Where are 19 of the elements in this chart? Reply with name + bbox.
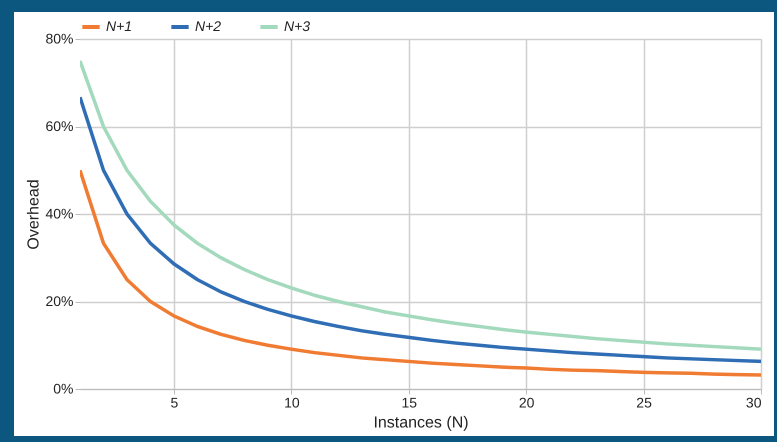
y-tick-label: 0% xyxy=(53,380,74,396)
x-tick-label: 15 xyxy=(401,394,418,410)
x-tick-label: 5 xyxy=(170,394,179,410)
x-tick-label: 25 xyxy=(636,394,652,410)
x-axis-title: Instances (N) xyxy=(373,414,469,432)
x-tick-label: 30 xyxy=(746,394,762,410)
x-tick-label: 20 xyxy=(518,394,535,410)
legend-label: N+3 xyxy=(284,18,310,34)
y-tick-label: 40% xyxy=(45,206,74,222)
line-series xyxy=(80,95,761,364)
line-series xyxy=(80,59,761,351)
x-tick-label: 10 xyxy=(284,394,300,410)
line-series xyxy=(80,168,761,377)
y-tick-label: 20% xyxy=(45,293,74,309)
y-tick-label: 60% xyxy=(45,118,74,134)
y-tick-label: 80% xyxy=(45,30,74,46)
legend-label: N+1 xyxy=(106,18,132,34)
legend-label: N+2 xyxy=(195,18,222,34)
y-axis-title: Overhead xyxy=(25,179,42,250)
